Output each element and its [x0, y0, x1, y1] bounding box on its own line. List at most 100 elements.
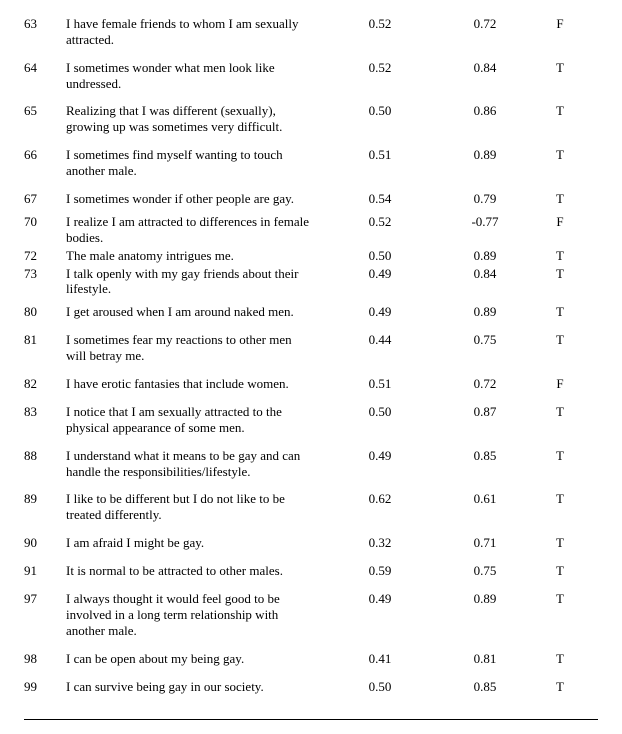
item-number: 82: [24, 376, 66, 392]
flag: T: [540, 266, 580, 282]
flag: T: [540, 248, 580, 264]
value-2: 0.89: [430, 248, 540, 264]
value-2: 0.84: [430, 60, 540, 76]
item-text: I sometimes wonder what men look like un…: [66, 60, 330, 92]
table-row: 82I have erotic fantasies that include w…: [24, 370, 598, 398]
table-row: 90I am afraid I might be gay.0.320.71T: [24, 529, 598, 557]
flag: F: [540, 16, 580, 32]
flag: F: [540, 376, 580, 392]
value-2: 0.61: [430, 491, 540, 507]
item-number: 89: [24, 491, 66, 507]
item-number: 90: [24, 535, 66, 551]
item-text: I understand what it means to be gay and…: [66, 448, 330, 480]
table-row: 63I have female friends to whom I am sex…: [24, 10, 598, 54]
item-text: I sometimes fear my reactions to other m…: [66, 332, 330, 364]
flag: T: [540, 404, 580, 420]
item-number: 72: [24, 248, 66, 264]
value-1: 0.50: [330, 679, 430, 695]
value-2: 0.72: [430, 16, 540, 32]
value-1: 0.52: [330, 60, 430, 76]
item-text: I have female friends to whom I am sexua…: [66, 16, 330, 48]
value-2: 0.75: [430, 563, 540, 579]
item-text: The male anatomy intrigues me.: [66, 248, 330, 264]
item-number: 65: [24, 103, 66, 119]
value-2: 0.89: [430, 591, 540, 607]
flag: T: [540, 563, 580, 579]
item-number: 91: [24, 563, 66, 579]
value-1: 0.54: [330, 191, 430, 207]
value-1: 0.59: [330, 563, 430, 579]
item-number: 73: [24, 266, 66, 282]
item-text: I notice that I am sexually attracted to…: [66, 404, 330, 436]
value-1: 0.49: [330, 304, 430, 320]
flag: T: [540, 304, 580, 320]
item-text: I get aroused when I am around naked men…: [66, 304, 330, 320]
table-row: 72The male anatomy intrigues me.0.500.89…: [24, 247, 598, 265]
item-number: 99: [24, 679, 66, 695]
value-2: 0.85: [430, 448, 540, 464]
table-row: 80I get aroused when I am around naked m…: [24, 298, 598, 326]
value-1: 0.49: [330, 266, 430, 282]
flag: T: [540, 679, 580, 695]
item-number: 81: [24, 332, 66, 348]
value-2: 0.84: [430, 266, 540, 282]
item-number: 97: [24, 591, 66, 607]
table-row: 81I sometimes fear my reactions to other…: [24, 326, 598, 370]
item-number: 63: [24, 16, 66, 32]
flag: T: [540, 191, 580, 207]
value-1: 0.52: [330, 16, 430, 32]
flag: T: [540, 332, 580, 348]
table-row: 98I can be open about my being gay.0.410…: [24, 645, 598, 673]
value-1: 0.44: [330, 332, 430, 348]
item-text: I can be open about my being gay.: [66, 651, 330, 667]
value-2: 0.81: [430, 651, 540, 667]
item-text: I am afraid I might be gay.: [66, 535, 330, 551]
value-2: 0.85: [430, 679, 540, 695]
value-2: 0.86: [430, 103, 540, 119]
table-row: 99I can survive being gay in our society…: [24, 673, 598, 701]
flag: T: [540, 491, 580, 507]
value-1: 0.49: [330, 448, 430, 464]
data-table: 63I have female friends to whom I am sex…: [24, 10, 598, 701]
value-1: 0.51: [330, 147, 430, 163]
item-text: I always thought it would feel good to b…: [66, 591, 330, 639]
value-1: 0.50: [330, 103, 430, 119]
bottom-rule: [24, 719, 598, 720]
flag: T: [540, 103, 580, 119]
value-2: 0.87: [430, 404, 540, 420]
value-1: 0.52: [330, 214, 430, 230]
flag: T: [540, 448, 580, 464]
table-row: 89I like to be different but I do not li…: [24, 485, 598, 529]
item-number: 98: [24, 651, 66, 667]
table-row: 70I realize I am attracted to difference…: [24, 213, 598, 247]
item-text: I talk openly with my gay friends about …: [66, 266, 330, 298]
item-text: I realize I am attracted to differences …: [66, 214, 330, 246]
flag: T: [540, 591, 580, 607]
item-text: I can survive being gay in our society.: [66, 679, 330, 695]
value-1: 0.41: [330, 651, 430, 667]
item-number: 64: [24, 60, 66, 76]
value-2: 0.72: [430, 376, 540, 392]
value-2: 0.89: [430, 147, 540, 163]
value-2: 0.79: [430, 191, 540, 207]
item-text: I sometimes wonder if other people are g…: [66, 191, 330, 207]
item-text: It is normal to be attracted to other ma…: [66, 563, 330, 579]
table-row: 73I talk openly with my gay friends abou…: [24, 265, 598, 299]
flag: T: [540, 651, 580, 667]
flag: F: [540, 214, 580, 230]
table-row: 67I sometimes wonder if other people are…: [24, 185, 598, 213]
item-text: I sometimes find myself wanting to touch…: [66, 147, 330, 179]
table-row: 66I sometimes find myself wanting to tou…: [24, 141, 598, 185]
value-1: 0.62: [330, 491, 430, 507]
table-row: 65Realizing that I was different (sexual…: [24, 97, 598, 141]
value-1: 0.32: [330, 535, 430, 551]
value-2: 0.71: [430, 535, 540, 551]
flag: T: [540, 60, 580, 76]
table-row: 97I always thought it would feel good to…: [24, 585, 598, 645]
value-2: 0.89: [430, 304, 540, 320]
table-row: 91It is normal to be attracted to other …: [24, 557, 598, 585]
value-2: -0.77: [430, 214, 540, 230]
value-2: 0.75: [430, 332, 540, 348]
value-1: 0.50: [330, 404, 430, 420]
flag: T: [540, 535, 580, 551]
